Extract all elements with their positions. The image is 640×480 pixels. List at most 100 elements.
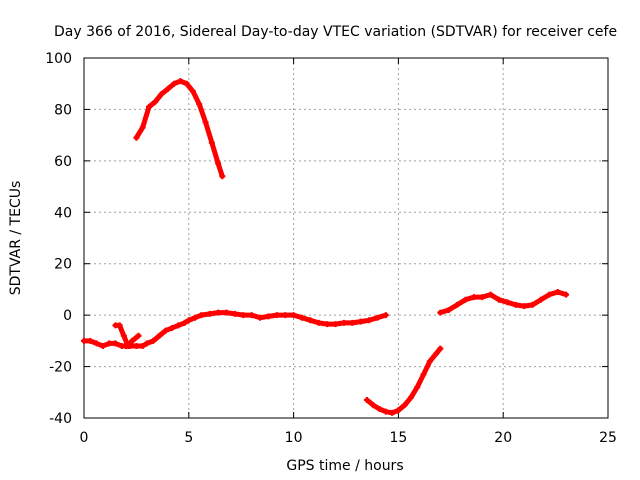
data-point (407, 394, 414, 401)
data-point (307, 317, 314, 324)
data-point (529, 301, 536, 308)
data-point (414, 384, 421, 391)
data-point (537, 296, 544, 303)
data-point (298, 314, 305, 321)
y-axis-label: SDTVAR / TECUs (8, 181, 24, 296)
data-point (219, 173, 226, 180)
x-axis-label: GPS time / hours (286, 458, 403, 474)
data-point (395, 407, 402, 414)
data-point (479, 294, 486, 301)
x-tick-label: 25 (599, 430, 617, 446)
data-point (198, 312, 205, 319)
data-point (521, 303, 528, 310)
data-point (181, 319, 188, 326)
data-point (150, 337, 157, 344)
y-tick-label: -40 (49, 411, 72, 427)
data-point (139, 124, 146, 131)
grid-lines (84, 58, 608, 418)
data-point (512, 301, 519, 308)
data-point (496, 296, 503, 303)
data-point (462, 296, 469, 303)
data-point (164, 85, 171, 92)
data-point (133, 134, 140, 141)
data-point (87, 337, 94, 344)
data-point (215, 160, 222, 167)
data-point (81, 337, 87, 344)
data-point (324, 321, 331, 328)
data-point (112, 340, 119, 347)
data-point (158, 91, 165, 97)
x-tick-label: 20 (494, 430, 512, 446)
data-point (454, 301, 461, 308)
data-point (223, 309, 230, 316)
series-line-segment-3 (364, 346, 443, 416)
data-point (240, 312, 247, 319)
data-point (382, 312, 389, 319)
data-point (389, 409, 396, 416)
data-point (504, 299, 511, 306)
data-point (282, 312, 289, 319)
data-point (208, 139, 215, 146)
y-tick-label: 80 (54, 102, 72, 118)
data-point (433, 350, 440, 357)
data-point (169, 325, 176, 331)
data-point (145, 103, 152, 110)
data-point (171, 80, 178, 87)
plot-area-border (83, 57, 609, 419)
data-point (273, 312, 280, 319)
y-tick-label: -20 (49, 360, 72, 376)
data-point (290, 312, 297, 319)
data-point (133, 343, 140, 349)
data-point (175, 322, 182, 329)
data-point (162, 327, 169, 334)
y-tick-label: 20 (54, 257, 72, 273)
data-point (120, 332, 127, 339)
data-point (401, 402, 408, 409)
data-point (546, 291, 553, 298)
data-point (192, 314, 199, 321)
data-point (357, 318, 364, 325)
y-tick-label: 100 (45, 51, 72, 67)
chart-title: Day 366 of 2016, Sidereal Day-to-day VTE… (54, 24, 617, 40)
data-point (116, 322, 123, 329)
data-point (332, 321, 339, 328)
data-point (248, 312, 255, 319)
y-tick-label: 60 (54, 154, 72, 170)
data-point (370, 402, 377, 409)
data-point (215, 309, 222, 316)
data-point (374, 314, 381, 321)
data-point (206, 310, 213, 317)
data-point (189, 88, 196, 95)
data-point (426, 358, 433, 365)
data-point (563, 291, 570, 298)
data-point (366, 317, 373, 324)
x-tick-label: 10 (285, 430, 303, 446)
y-tick-label: 40 (54, 205, 72, 221)
data-point (420, 371, 427, 378)
data-point (376, 406, 383, 412)
data-point (139, 343, 146, 349)
axis-ticks: 0 5 10 15 20 25 -40 -20 0 20 40 60 80 100 (45, 51, 617, 446)
data-point (156, 332, 163, 339)
data-point (143, 340, 150, 347)
data-point (202, 119, 209, 126)
data-point (265, 313, 272, 320)
data-point (135, 332, 142, 339)
data-point (129, 337, 136, 344)
data-point (183, 80, 190, 87)
data-point (257, 314, 264, 321)
data-point (437, 345, 444, 352)
data-point (152, 98, 159, 105)
data-point (487, 291, 494, 298)
data-point (470, 294, 477, 301)
data-point (99, 343, 106, 349)
data-point (340, 319, 347, 326)
x-tick-label: 15 (389, 430, 407, 446)
y-tick-label: 0 (63, 308, 72, 324)
data-point (125, 343, 132, 349)
data-point (437, 309, 444, 316)
data-point (231, 310, 238, 317)
data-point (106, 340, 113, 347)
series-line-segment-4 (437, 289, 569, 316)
